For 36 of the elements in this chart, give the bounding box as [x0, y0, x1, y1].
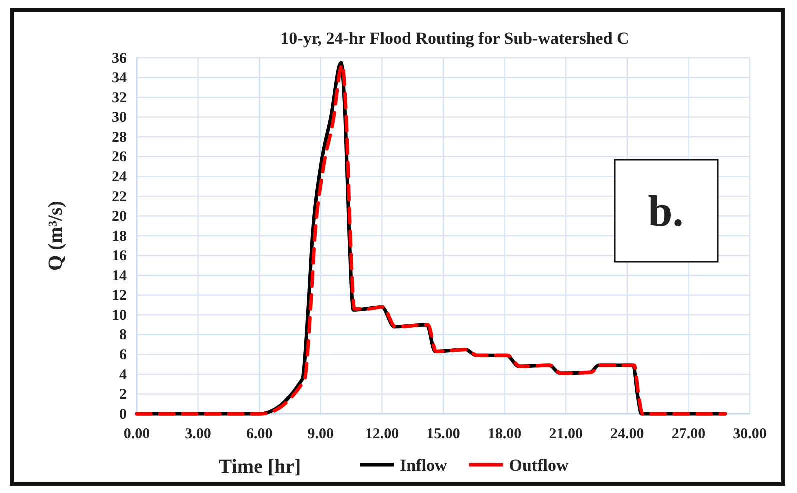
y-tick-label: 34 [112, 70, 128, 87]
legend-label: Outflow [509, 456, 570, 475]
y-tick-label: 32 [112, 90, 127, 106]
x-tick-label: 21.00 [549, 426, 583, 443]
y-tick-label: 22 [112, 189, 127, 206]
y-tick-label: 2 [120, 387, 127, 404]
y-tick-label: 36 [112, 50, 128, 67]
y-tick-label: 16 [112, 248, 128, 265]
y-tick-label: 28 [112, 130, 127, 146]
x-tick-label: 18.00 [488, 426, 522, 443]
x-tick-label: 24.00 [610, 426, 644, 443]
x-axis-title: Time [hr] [218, 456, 302, 478]
y-tick-label: 4 [120, 367, 128, 384]
y-axis-title: Q (m³/s) [45, 201, 67, 271]
y-tick-label: 26 [112, 150, 128, 166]
annotation: b. [648, 187, 684, 236]
x-tick-label: 27.00 [672, 426, 706, 443]
x-tick-label: 6.00 [246, 426, 273, 443]
y-tick-label: 8 [120, 328, 127, 344]
y-tick-label: 14 [112, 268, 128, 284]
x-tick-label: 9.00 [308, 426, 334, 443]
y-tick-label: 6 [120, 347, 128, 364]
y-tick-label: 18 [112, 228, 127, 245]
y-tick-label: 12 [112, 288, 127, 304]
x-tick-label: 30.00 [733, 426, 767, 443]
legend-label: Inflow [400, 456, 448, 475]
x-tick-label: 0.00 [124, 426, 150, 443]
x-tick-label: 12.00 [365, 426, 400, 443]
x-tick-label: 3.00 [185, 426, 212, 443]
y-tick-label: 0 [120, 406, 127, 423]
chart-title: 10-yr, 24-hr Flood Routing for Sub-watershed C [280, 29, 630, 48]
y-tick-label: 24 [112, 169, 128, 186]
y-tick-label: 20 [112, 209, 127, 226]
x-tick-label: 15.00 [426, 426, 460, 443]
y-tick-label: 30 [112, 110, 127, 126]
y-tick-label: 10 [112, 308, 127, 324]
